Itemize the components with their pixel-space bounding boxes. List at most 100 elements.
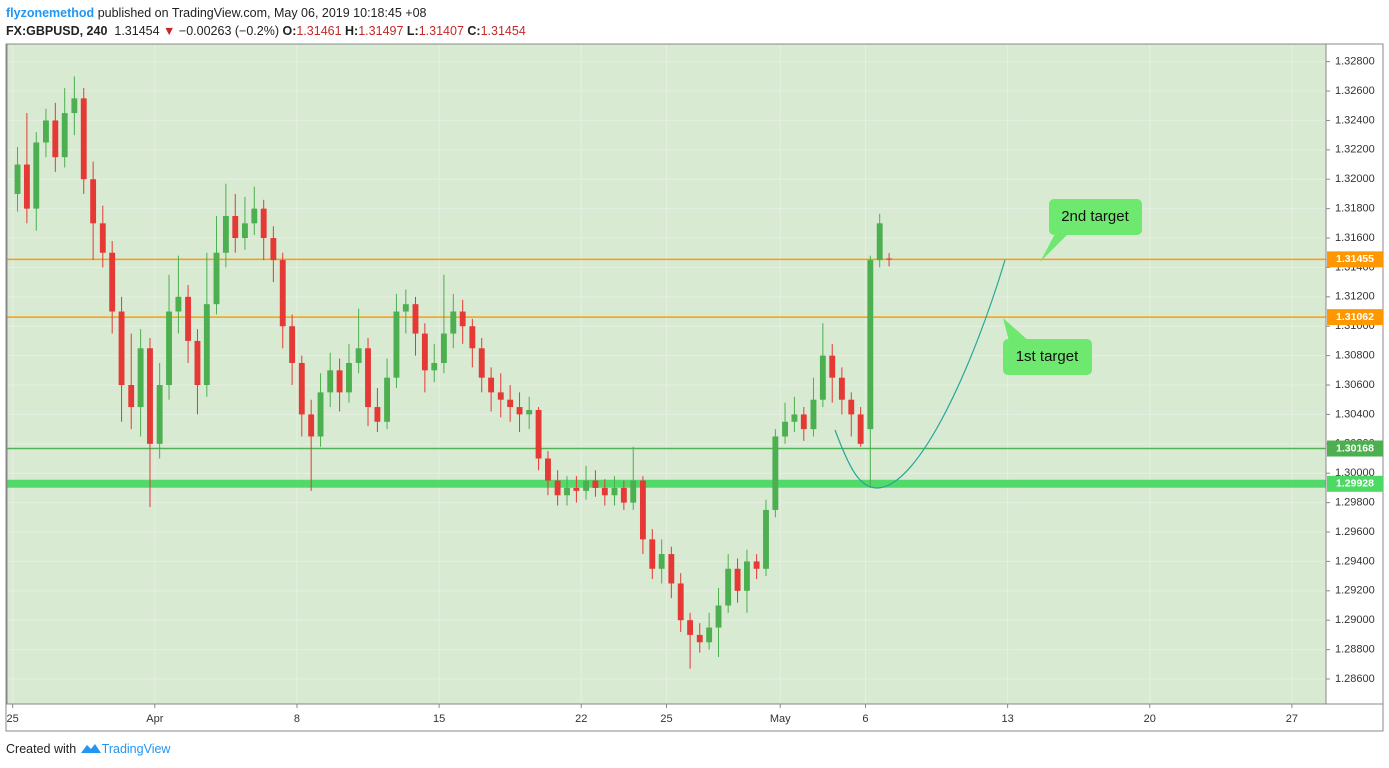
callout-tail bbox=[1040, 232, 1070, 262]
candle-body bbox=[156, 385, 163, 444]
l-label: L: bbox=[406, 24, 419, 38]
candle-body bbox=[431, 362, 438, 371]
candle-body bbox=[317, 392, 324, 437]
candle-body bbox=[725, 568, 732, 606]
candle-body bbox=[260, 208, 267, 239]
header-line-2: FX:GBPUSD, 240 1.31454 ▼ −0.00263 (−0.2%… bbox=[6, 22, 526, 40]
h-value: 1.31497 bbox=[358, 24, 404, 38]
candle-body bbox=[327, 370, 334, 393]
candle-body bbox=[848, 399, 855, 415]
levels bbox=[7, 258, 1326, 488]
candle-body bbox=[857, 414, 864, 444]
candle-body bbox=[715, 605, 722, 628]
candle-body bbox=[43, 120, 49, 143]
y-tick-label: 1.30400 bbox=[1335, 408, 1375, 420]
candle-body bbox=[545, 458, 551, 481]
x-tick-label: 27 bbox=[1286, 713, 1298, 725]
o-value: 1.31461 bbox=[296, 24, 342, 38]
candle-body bbox=[232, 215, 239, 239]
c-value: 1.31454 bbox=[480, 24, 526, 38]
candle-body bbox=[279, 260, 286, 327]
candle-body bbox=[800, 414, 807, 430]
candle-body bbox=[583, 480, 589, 491]
candle-body bbox=[687, 620, 694, 635]
candle-body bbox=[772, 436, 779, 510]
x-tick-label: 8 bbox=[294, 713, 300, 725]
candle-body bbox=[421, 333, 428, 371]
h-label: H: bbox=[345, 24, 359, 38]
candle-body bbox=[23, 164, 30, 209]
candle-body bbox=[601, 487, 608, 496]
candle-body bbox=[61, 113, 68, 158]
candle-body bbox=[137, 348, 144, 408]
y-tick-label: 1.32400 bbox=[1335, 114, 1375, 126]
candle-body bbox=[564, 487, 570, 496]
candle-body bbox=[393, 311, 400, 378]
candle-body bbox=[355, 348, 362, 363]
level-tag bbox=[1327, 251, 1383, 268]
published: published on TradingView.com, May 06, 20… bbox=[97, 6, 427, 20]
candle-body bbox=[203, 304, 210, 386]
callout-box bbox=[1003, 339, 1092, 375]
candle-body bbox=[592, 480, 599, 488]
candle-body bbox=[459, 311, 466, 327]
candle-body bbox=[734, 568, 741, 591]
y-tick-label: 1.32600 bbox=[1335, 85, 1375, 97]
candle-body bbox=[753, 561, 760, 569]
candle-body bbox=[270, 238, 277, 261]
level-tag bbox=[1327, 475, 1383, 492]
header: flyzonemethod published on TradingView.c… bbox=[6, 4, 526, 40]
candle-body bbox=[90, 179, 97, 224]
x-tick-label: 20 bbox=[1144, 713, 1156, 725]
x-tick-label: 15 bbox=[433, 713, 445, 725]
candle-body bbox=[829, 355, 836, 378]
candle-body bbox=[838, 377, 845, 400]
y-tick-label: 1.29600 bbox=[1335, 526, 1375, 538]
level-tag bbox=[1327, 309, 1383, 326]
candle-body bbox=[336, 370, 343, 393]
candle-body bbox=[71, 98, 78, 114]
candle-body bbox=[374, 407, 381, 422]
y-tick-label: 1.29000 bbox=[1335, 614, 1375, 626]
candle-body bbox=[497, 392, 504, 400]
author[interactable]: flyzonemethod bbox=[6, 6, 95, 20]
candle-body bbox=[109, 252, 116, 312]
callout-tail bbox=[1003, 318, 1030, 345]
header-line-1: flyzonemethod published on TradingView.c… bbox=[6, 4, 526, 22]
o-label: O: bbox=[282, 24, 297, 38]
candle-body bbox=[469, 326, 476, 349]
level-tag-label: 1.31455 bbox=[1336, 253, 1374, 265]
candle-body bbox=[763, 509, 769, 569]
y-tick-label: 1.32000 bbox=[1335, 173, 1375, 185]
candle-body bbox=[782, 421, 788, 437]
candle-body bbox=[696, 634, 703, 643]
candle-body bbox=[346, 362, 352, 393]
annotation: 2nd target bbox=[1061, 208, 1129, 225]
y-tick-label: 1.30600 bbox=[1335, 379, 1375, 391]
candle-body bbox=[222, 215, 229, 253]
y-tick-label: 1.31200 bbox=[1335, 291, 1375, 303]
candle-body bbox=[658, 554, 665, 569]
candle-body bbox=[810, 399, 817, 430]
logo-shape bbox=[80, 744, 101, 753]
chart: 2nd target 1st target 1.28600 1.28800 1.29… bbox=[5, 43, 1384, 732]
candle-body bbox=[194, 340, 201, 386]
c-label: C: bbox=[467, 24, 481, 38]
candle-body bbox=[440, 333, 447, 363]
candle-body bbox=[611, 487, 618, 496]
callout-1st: 1st target bbox=[1003, 318, 1092, 375]
candle-body bbox=[147, 348, 153, 444]
y-tick-label: 1.28600 bbox=[1335, 673, 1375, 685]
brand[interactable]: TradingView bbox=[101, 742, 171, 756]
x-tick-label: 22 bbox=[575, 713, 587, 725]
candle-body bbox=[251, 208, 258, 224]
candle-body bbox=[886, 258, 893, 260]
projection-curve bbox=[834, 259, 1006, 489]
candle-body bbox=[402, 304, 409, 312]
candle-body bbox=[14, 164, 21, 194]
candle-body bbox=[384, 377, 391, 422]
candle-body bbox=[630, 480, 637, 503]
candle-body bbox=[867, 260, 874, 430]
footer-text: Created with bbox=[6, 742, 77, 756]
